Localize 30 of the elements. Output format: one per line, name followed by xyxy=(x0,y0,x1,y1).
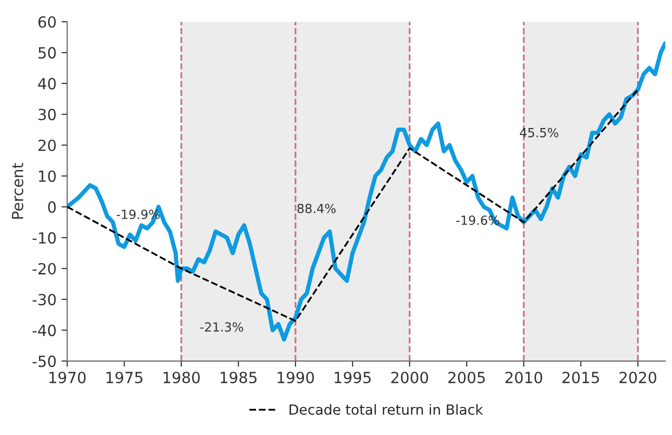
y-tick-label: 0 xyxy=(48,201,56,213)
y-tick-label: -10 xyxy=(32,232,56,244)
x-tick-label: 1990 xyxy=(278,372,314,384)
y-tick-label: 40 xyxy=(38,78,56,90)
x-tick-label: 2020 xyxy=(620,372,656,384)
line-series xyxy=(67,88,639,322)
x-tick-label: 1970 xyxy=(49,372,86,384)
y-tick-label: -40 xyxy=(32,324,56,336)
x-tick-label: 1985 xyxy=(220,372,257,384)
line-series xyxy=(67,41,666,342)
x-tick-label: 1980 xyxy=(164,372,200,384)
annotation: -21.3% xyxy=(200,322,244,332)
y-tick-label: 50 xyxy=(38,47,56,59)
y-tick-label: 20 xyxy=(38,140,56,152)
y-tick-label: 60 xyxy=(38,16,56,28)
x-tick-label: 2000 xyxy=(391,372,428,384)
y-tick-label: -50 xyxy=(32,356,56,368)
y-tick-label: -20 xyxy=(32,262,56,275)
y-tick-label: -30 xyxy=(32,294,56,306)
x-tick-label: 2010 xyxy=(505,372,542,384)
x-tick-label: 2015 xyxy=(562,372,599,384)
x-tick-label: 2005 xyxy=(448,372,485,384)
x-tick-label: 1975 xyxy=(106,372,142,384)
x-tick-label: 1995 xyxy=(334,372,371,384)
y-axis-title: Percent xyxy=(12,163,24,219)
legend-label: Decade total return in Black xyxy=(290,404,484,415)
annotation: 88.4% xyxy=(297,204,336,214)
y-tick-label: 10 xyxy=(39,170,56,182)
y-tick-label: 30 xyxy=(38,108,56,120)
annotation: 45.5% xyxy=(520,128,558,138)
